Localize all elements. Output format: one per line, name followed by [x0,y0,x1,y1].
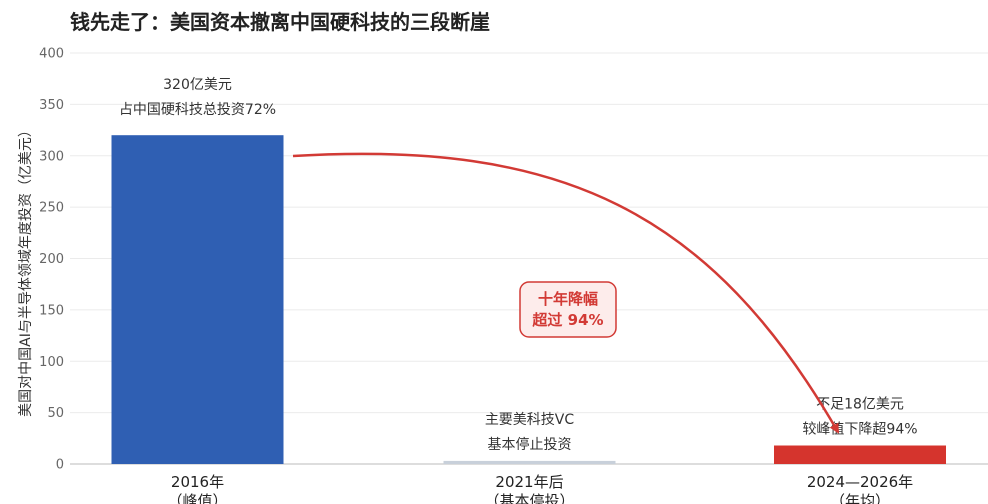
bar [111,135,284,464]
annotation-line2: 占中国硬科技总投资72% [119,102,276,118]
y-axis-ticks: 0 50 100 150 200 250 300 350 400 [39,47,64,473]
bar [774,445,946,464]
y-tick-label: 150 [39,303,64,318]
bars [111,135,946,464]
y-tick-label: 350 [39,98,64,113]
y-tick-label: 200 [39,252,64,267]
chart-title: 钱先走了：美国资本撤离中国硬科技的三段断崖 [70,10,490,34]
annotation-line1: 不足18亿美元 [816,397,904,413]
category-label: 2024—2026年 [807,473,913,491]
category-label: 2021年后 [495,473,563,491]
decline-arrow [292,152,840,434]
decline-label-line2: 超过 94% [531,311,603,329]
y-tick-label: 400 [39,47,64,62]
annotation-line1: 主要美科技VC [485,412,575,428]
category-sublabel: （峰值） [167,492,227,504]
category-sublabel: （基本停投） [484,492,574,504]
y-tick-label: 50 [47,406,64,421]
category-label: 2016年 [171,473,224,491]
bar [443,460,616,464]
y-tick-label: 100 [39,355,64,370]
y-tick-label: 250 [39,201,64,216]
y-tick-label: 300 [39,149,64,164]
y-axis-title: 美国对中国AI与半导体领域年度投资（亿美元） [18,123,34,417]
decline-callout: 十年降幅 超过 94% [519,281,617,338]
annotation-line1: 320亿美元 [163,77,232,93]
decline-label-line1: 十年降幅 [538,290,598,308]
y-tick-label: 0 [56,458,64,473]
category-sublabel: （年均） [830,492,890,504]
annotation-line2: 基本停止投资 [488,436,572,453]
annotation-line2: 较峰值下降超94% [802,422,917,438]
decline-callout-box [519,281,617,338]
x-axis-categories: 2016年（峰值） 2021年后（基本停投） 2024—2026年（年均） [167,473,913,504]
